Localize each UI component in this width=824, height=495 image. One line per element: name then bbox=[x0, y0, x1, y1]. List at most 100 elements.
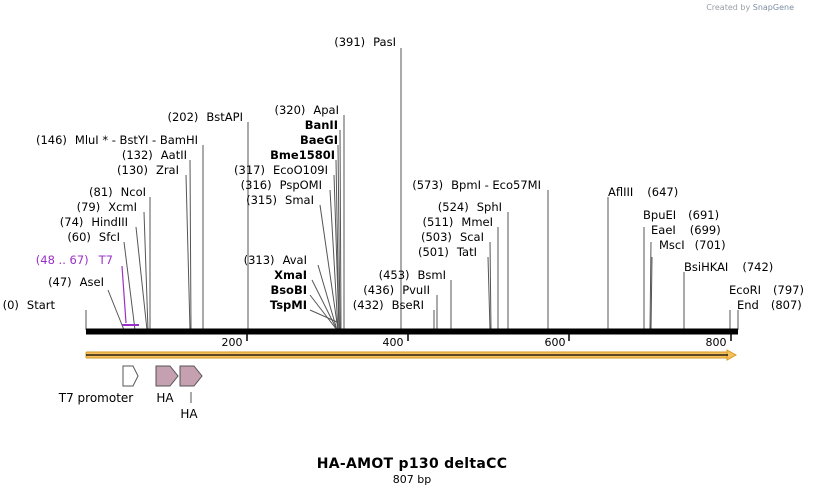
enzyme-label-bpmi-eco57mi[interactable]: BpmI - Eco57MI bbox=[451, 178, 541, 192]
leader-tati bbox=[487, 256, 491, 331]
enzyme-label-banii[interactable]: BanII bbox=[305, 118, 338, 132]
svg-text:AflIII(647): AflIII (647) bbox=[608, 185, 678, 199]
plasmid-length: 807 bp bbox=[392, 473, 432, 486]
leader-asei bbox=[107, 289, 125, 331]
feature-t7-promoter-arrow[interactable] bbox=[122, 365, 139, 387]
enzyme-label-sfci[interactable]: SfcI bbox=[99, 230, 120, 244]
enzyme-label-bsobi[interactable]: BsoBI bbox=[270, 283, 307, 297]
enzyme-label-ecori[interactable]: EcoRI bbox=[729, 283, 761, 297]
svg-text:(47)AseI: (47) AseI bbox=[48, 275, 104, 289]
dna-backbone bbox=[86, 329, 738, 334]
leader-pspomi bbox=[329, 189, 339, 331]
primer-leader bbox=[121, 265, 127, 324]
svg-text:(503)ScaI: (503) ScaI bbox=[421, 230, 484, 244]
primer-label-group: (48 .. 67) T7 bbox=[36, 253, 113, 267]
enzyme-label-pspomi[interactable]: PspOMI bbox=[280, 178, 322, 192]
credit-text: Created by SnapGene bbox=[706, 3, 794, 12]
enzyme-label-bme1580i[interactable]: Bme1580I bbox=[270, 148, 335, 162]
svg-text:(436)PvuII: (436) PvuII bbox=[363, 283, 430, 297]
plasmid-title: HA-AMOT p130 deltaCC bbox=[316, 456, 508, 472]
svg-text:BsiHKAI(742): BsiHKAI (742) bbox=[684, 260, 773, 274]
enzyme-label-sphi[interactable]: SphI bbox=[477, 200, 502, 214]
svg-text:(202)BstAPI: (202) BstAPI bbox=[167, 110, 243, 124]
enzyme-label-asei[interactable]: AseI bbox=[80, 275, 104, 289]
end-label-group: End (807) bbox=[737, 298, 802, 312]
enzyme-label-smai[interactable]: SmaI bbox=[285, 193, 314, 207]
leader-bsobi bbox=[309, 294, 338, 331]
svg-text:(316)PspOMI: (316) PspOMI bbox=[241, 178, 322, 192]
feature-ha-arrow-2[interactable] bbox=[179, 365, 203, 387]
enzyme-label-mlui-bstyi-bamhi[interactable]: MluI * - BstYI - BamHI bbox=[75, 133, 198, 147]
orf-arrow-head[interactable] bbox=[726, 349, 738, 361]
enzyme-label-pasi[interactable]: PasI bbox=[373, 35, 396, 49]
enzyme-label-scai[interactable]: ScaI bbox=[460, 230, 484, 244]
enzyme-label-ncoi[interactable]: NcoI bbox=[121, 185, 146, 199]
start-pos: (0) bbox=[3, 298, 19, 312]
enzyme-label-xcmi[interactable]: XcmI bbox=[108, 200, 137, 214]
svg-text:(313)AvaI: (313) AvaI bbox=[244, 253, 307, 267]
leader-avai bbox=[317, 264, 338, 331]
svg-text:(320)ApaI: (320) ApaI bbox=[274, 103, 339, 117]
svg-text:EaeI(699): EaeI (699) bbox=[651, 223, 721, 237]
leader-aatii bbox=[189, 159, 192, 331]
enzyme-label-aatii[interactable]: AatII bbox=[161, 148, 187, 162]
enzyme-label-xmai[interactable]: XmaI bbox=[274, 268, 307, 282]
svg-text:(453)BsmI: (453) BsmI bbox=[379, 268, 446, 282]
leader-hindiii bbox=[135, 226, 148, 331]
svg-text:(391)PasI: (391) PasI bbox=[334, 35, 396, 49]
enzyme-label-ecoo109i[interactable]: EcoO109I bbox=[273, 163, 328, 177]
enzyme-label-zrai[interactable]: ZraI bbox=[156, 163, 179, 177]
enzyme-label-apai[interactable]: ApaI bbox=[313, 103, 339, 117]
svg-text:(81)NcoI: (81) NcoI bbox=[89, 185, 146, 199]
svg-text:EcoRI(797): EcoRI (797) bbox=[729, 283, 804, 297]
leader-xcmi bbox=[143, 211, 149, 331]
enzyme-label-mmei[interactable]: MmeI bbox=[461, 215, 493, 229]
svg-text:(130)ZraI: (130) ZraI bbox=[117, 163, 179, 177]
svg-text:(432)BseRI: (432) BseRI bbox=[353, 298, 424, 312]
primer-label[interactable]: T7 bbox=[98, 253, 113, 267]
enzyme-label-avai[interactable]: AvaI bbox=[283, 253, 307, 267]
feature-label-ha-2: HA bbox=[180, 407, 198, 421]
start-label-group: (0) Start bbox=[3, 298, 56, 312]
leader-sfci bbox=[123, 241, 136, 331]
end-label: End bbox=[737, 298, 759, 312]
enzyme-label-tati[interactable]: TatI bbox=[456, 245, 477, 259]
feature-label-ha-1: HA bbox=[156, 391, 174, 405]
tick-marks bbox=[246, 334, 732, 341]
svg-text:(524)SphI: (524) SphI bbox=[438, 200, 502, 214]
leader-scai bbox=[489, 241, 492, 331]
leader-msci bbox=[650, 256, 653, 331]
tick-label-600: 600 bbox=[545, 336, 566, 349]
feature-ha-arrow-1[interactable] bbox=[155, 365, 179, 387]
svg-text:(146)MluI * - BstYI - BamHI: (146) MluI * - BstYI - BamHI bbox=[36, 133, 198, 147]
leader-zrai bbox=[185, 174, 191, 331]
enzyme-label-bstapi[interactable]: BstAPI bbox=[206, 110, 243, 124]
leader-eaei bbox=[649, 241, 652, 331]
enzyme-label-msci[interactable]: MscI bbox=[659, 238, 685, 252]
leader-tspmi bbox=[309, 309, 338, 323]
end-pos: (807) bbox=[771, 298, 802, 312]
enzyme-label-bseri[interactable]: BseRI bbox=[392, 298, 424, 312]
leader-baegi bbox=[337, 144, 341, 331]
enzyme-label-pvuii[interactable]: PvuII bbox=[402, 283, 430, 297]
svg-text:(79)XcmI: (79) XcmI bbox=[77, 200, 137, 214]
enzyme-label-bpuei[interactable]: BpuEI bbox=[643, 208, 676, 222]
svg-text:(74)HindIII: (74) HindIII bbox=[60, 215, 128, 229]
enzyme-label-bsihkai[interactable]: BsiHKAI bbox=[684, 260, 728, 274]
tick-label-200: 200 bbox=[222, 336, 243, 349]
enzyme-label-hindiii[interactable]: HindIII bbox=[91, 215, 128, 229]
tick-label-800: 800 bbox=[706, 336, 727, 349]
enzyme-label-tspmi[interactable]: TspMI bbox=[270, 298, 307, 312]
leader-ecoo109i bbox=[333, 174, 340, 331]
svg-text:(132)AatII: (132) AatII bbox=[122, 148, 187, 162]
connector-lines bbox=[85, 48, 739, 331]
svg-text:(317)EcoO109I: (317) EcoO109I bbox=[234, 163, 328, 177]
enzyme-label-baegi[interactable]: BaeGI bbox=[300, 133, 338, 147]
svg-text:(60)SfcI: (60) SfcI bbox=[67, 230, 120, 244]
enzyme-label-afliii[interactable]: AflIII bbox=[608, 185, 633, 199]
enzyme-label-eaei[interactable]: EaeI bbox=[651, 223, 676, 237]
enzyme-label-bsmi[interactable]: BsmI bbox=[418, 268, 446, 282]
svg-text:(573)BpmI - Eco57MI: (573) BpmI - Eco57MI bbox=[412, 178, 541, 192]
primer-range: (48 .. 67) bbox=[36, 253, 89, 267]
